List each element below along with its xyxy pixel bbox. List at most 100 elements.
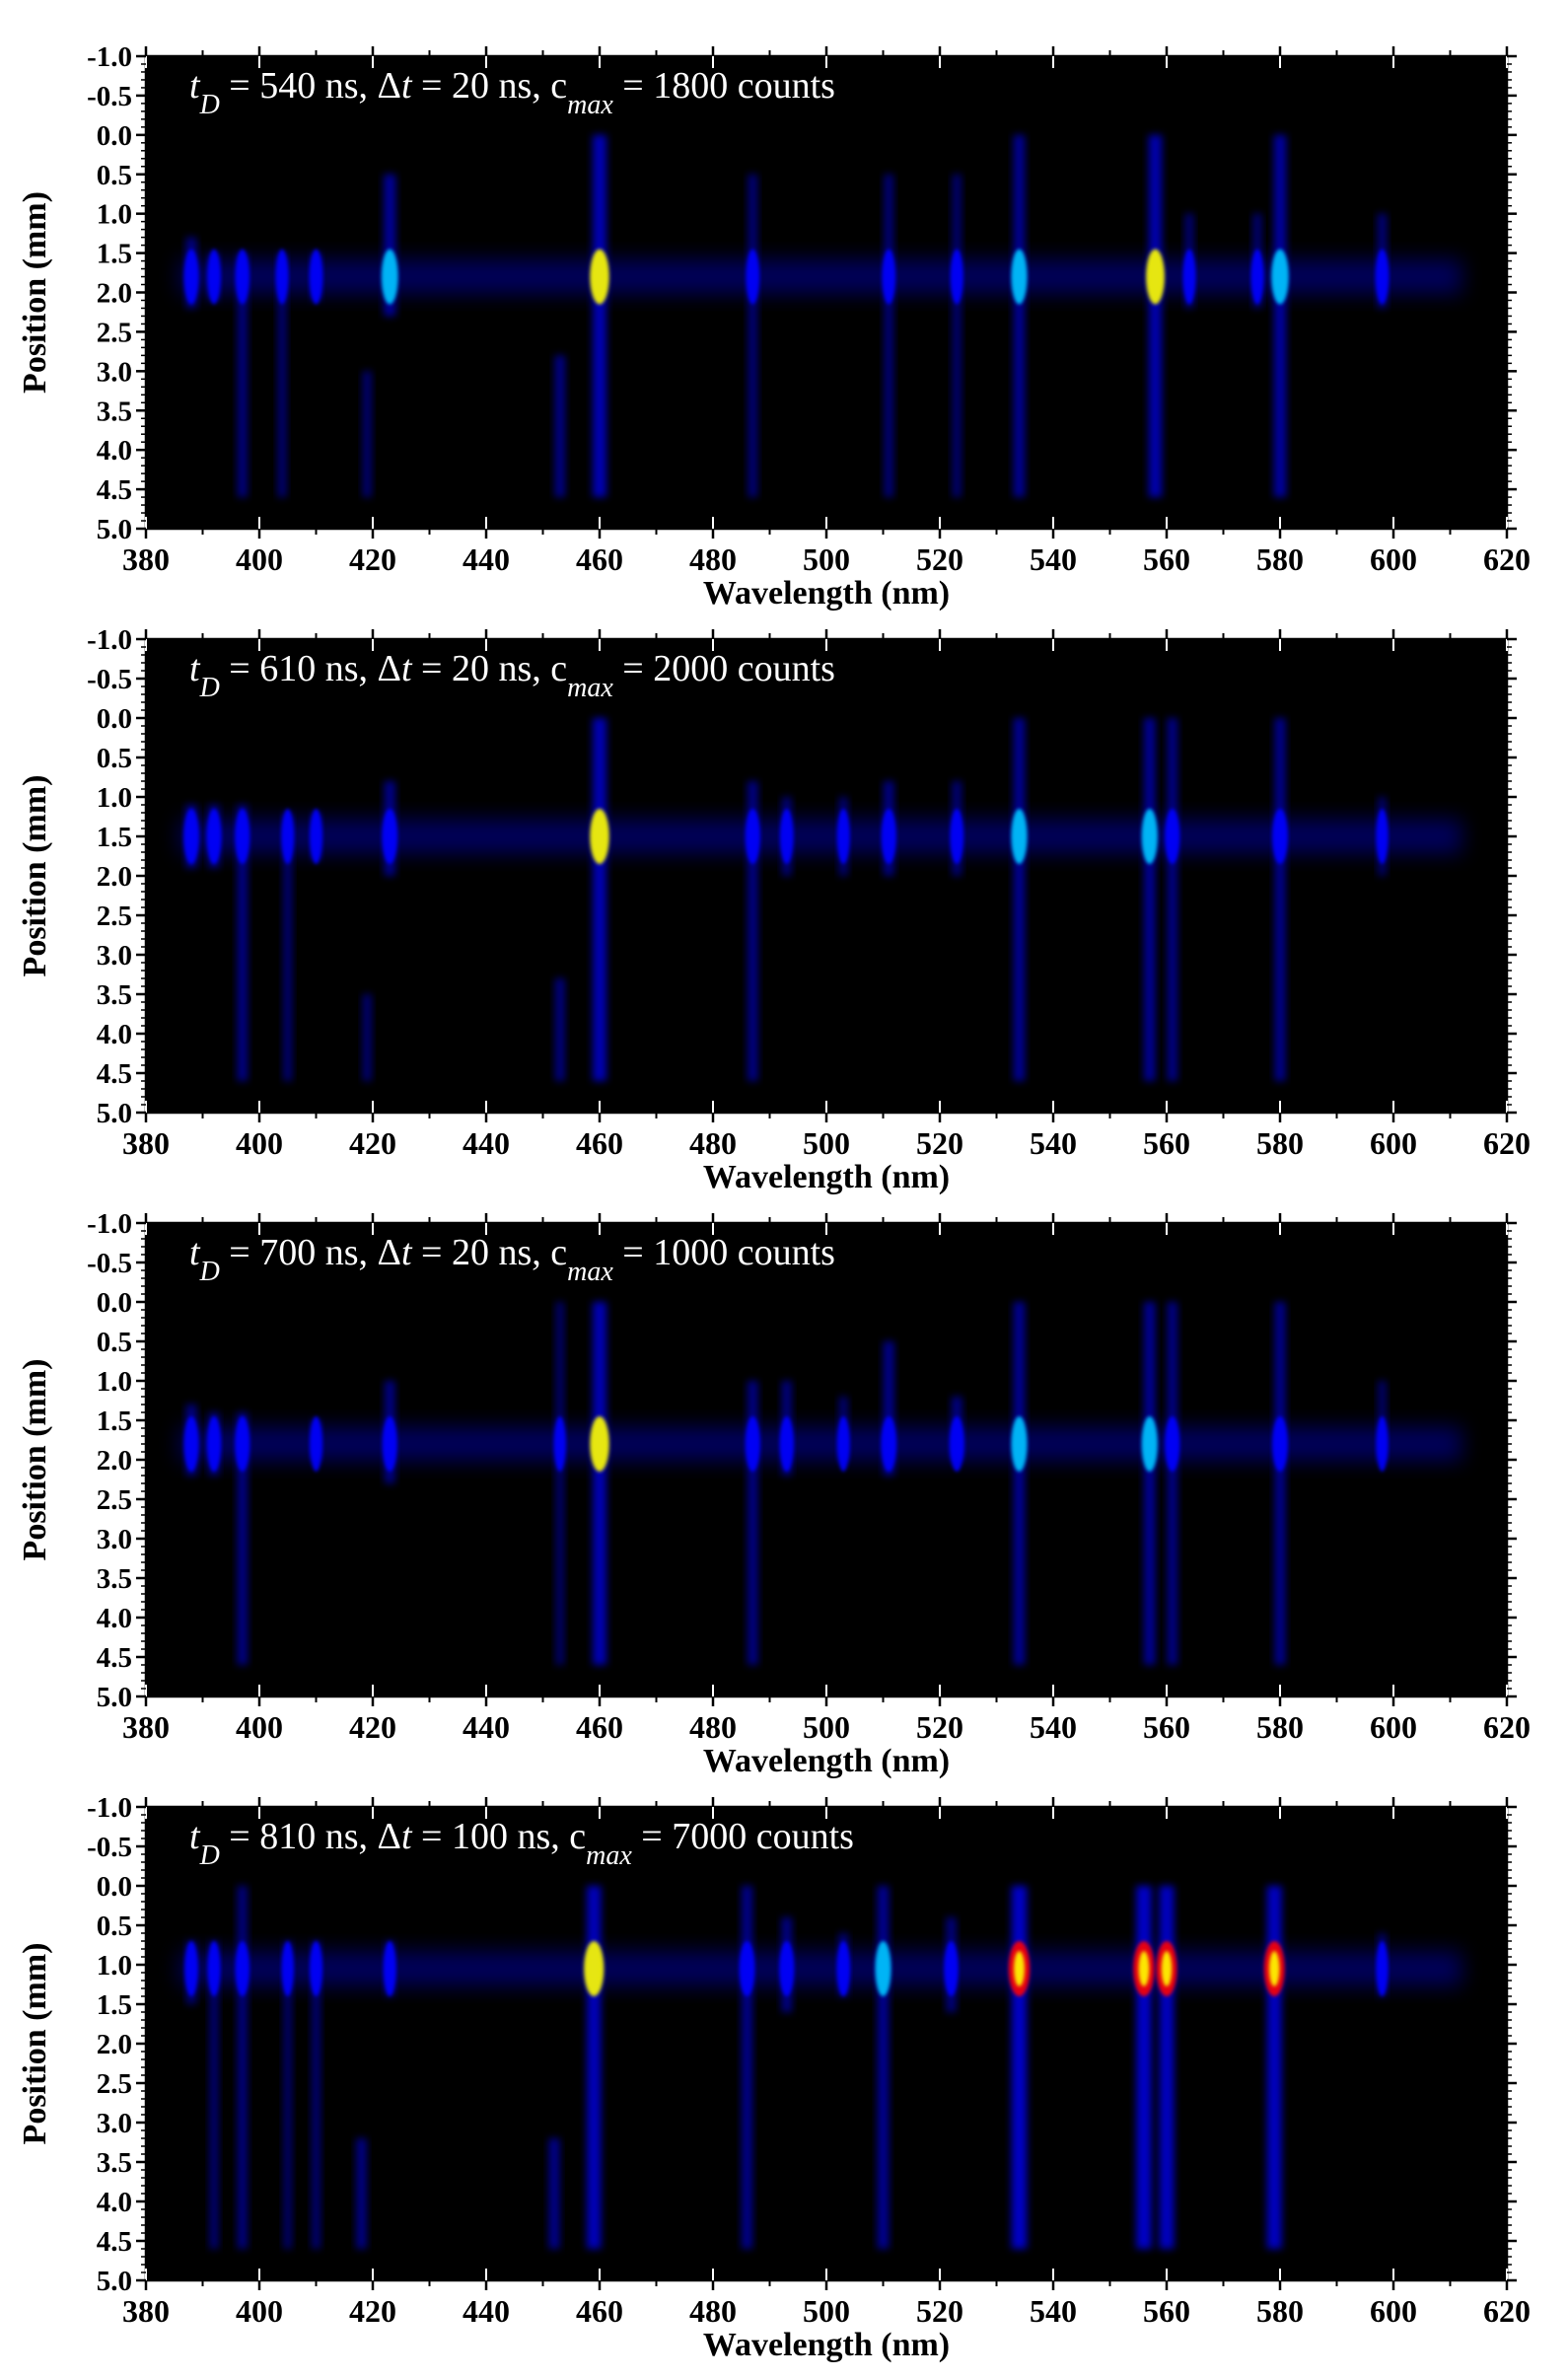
emission-line-523 <box>949 1397 964 1472</box>
x-tick-label: 400 <box>236 1125 283 1161</box>
emission-line-580 <box>1272 718 1288 1081</box>
emission-line-404 <box>275 249 289 498</box>
x-axis-title: Wavelength (nm) <box>703 1159 950 1195</box>
emission-line-580 <box>1271 134 1289 498</box>
emission-line-487 <box>745 781 760 1081</box>
emission-line-392 <box>207 1941 221 2249</box>
emission-line-460 <box>590 134 609 498</box>
y-tick-label: 4.0 <box>97 435 132 467</box>
y-tick-label: 5.0 <box>97 2266 132 2297</box>
y-tick-label: 3.5 <box>97 2147 132 2179</box>
emission-line-486 <box>739 1886 755 2249</box>
y-tick-label: -1.0 <box>87 41 132 73</box>
x-tick-label: 480 <box>689 541 737 577</box>
emission-line-452 <box>548 2138 560 2249</box>
emission-line-598 <box>1375 213 1390 309</box>
emission-line-405 <box>281 809 295 1081</box>
x-tick-label: 460 <box>576 1125 623 1161</box>
y-axis-title: Position (mm) <box>17 1359 53 1561</box>
panel-annotation: tD = 700 ns, Δt = 20 ns, cmax = 1000 cou… <box>189 1232 835 1287</box>
emission-line-523 <box>950 781 963 876</box>
emission-line-388 <box>183 805 199 868</box>
emission-line-534 <box>1011 1302 1028 1665</box>
y-tick-label: 1.0 <box>97 199 132 231</box>
x-tick-label: 460 <box>576 1709 623 1745</box>
x-axis: 380 400 420 440 460 480 500 520 540 560 580 600 620 <box>122 1213 1531 1745</box>
y-tick-label: 3.0 <box>97 2108 132 2139</box>
x-tick-label: 420 <box>349 2293 396 2329</box>
emission-line-511 <box>882 174 895 498</box>
emission-line-388 <box>184 1941 198 2004</box>
emission-line-423 <box>383 1941 396 1996</box>
emission-line-423 <box>381 174 398 317</box>
x-tick-label: 520 <box>916 1125 963 1161</box>
y-tick-label: -0.5 <box>87 1832 132 1863</box>
heatmap-content <box>179 718 1461 1081</box>
emission-line-459 <box>584 1886 605 2249</box>
plot-area <box>146 1807 1507 2280</box>
y-tick-label: -0.5 <box>87 1248 132 1279</box>
emission-line-511 <box>881 781 896 876</box>
y-tick-label: 0.5 <box>97 743 132 774</box>
x-tick-label: 440 <box>463 2293 510 2329</box>
emission-line-397 <box>235 1886 249 2249</box>
emission-line-453 <box>554 978 565 1081</box>
y-tick-label: 1.5 <box>97 1406 132 1437</box>
x-tick-label: 380 <box>122 1709 170 1745</box>
y-tick-label: 2.5 <box>97 1484 132 1516</box>
y-tick-label: 2.0 <box>97 861 132 893</box>
x-tick-label: 520 <box>916 541 963 577</box>
x-tick-label: 620 <box>1483 1125 1531 1161</box>
x-axis-title: Wavelength (nm) <box>703 575 950 612</box>
y-tick-label: 3.0 <box>97 1524 132 1555</box>
x-tick-label: 380 <box>122 1125 170 1161</box>
emission-line-557 <box>1141 1302 1158 1665</box>
emission-line-388 <box>183 237 199 309</box>
y-tick-label: 3.5 <box>97 1563 132 1595</box>
y-tick-label: 1.5 <box>97 822 132 853</box>
x-tick-label: 460 <box>576 2293 623 2329</box>
emission-line-419 <box>362 371 372 498</box>
emission-line-564 <box>1182 213 1196 309</box>
x-axis-title: Wavelength (nm) <box>703 1743 950 1779</box>
emission-line-503 <box>836 797 850 876</box>
emission-line-405 <box>281 1941 294 2249</box>
emission-line-418 <box>356 2138 367 2249</box>
emission-line-522 <box>944 1917 959 2012</box>
x-tick-label: 600 <box>1370 1709 1417 1745</box>
heatmap-content <box>179 1302 1461 1665</box>
x-tick-label: 380 <box>122 541 170 577</box>
y-tick-label: 4.5 <box>97 1058 132 1090</box>
x-tick-label: 600 <box>1370 1125 1417 1161</box>
y-tick-label: 0.0 <box>97 1287 132 1319</box>
emission-line-534 <box>1008 1886 1031 2249</box>
emission-line-487 <box>746 174 759 498</box>
plot-area <box>146 639 1507 1113</box>
emission-line-503 <box>836 1397 850 1472</box>
x-tick-label: 600 <box>1370 2293 1417 2329</box>
emission-line-561 <box>1165 718 1180 1081</box>
emission-line-392 <box>207 249 221 305</box>
emission-line-580 <box>1272 1302 1288 1665</box>
emission-line-561 <box>1165 1302 1180 1665</box>
panel-annotation: tD = 610 ns, Δt = 20 ns, cmax = 2000 cou… <box>189 648 835 703</box>
y-tick-label: 4.0 <box>97 1019 132 1050</box>
y-tick-label: 0.5 <box>97 160 132 191</box>
x-tick-label: 560 <box>1143 1125 1190 1161</box>
y-axis: -1.0 -0.5 0.0 0.5 1.0 1.5 2.0 2.5 3.0 3.5 4.0 4.5 5.… <box>87 1208 1517 1713</box>
x-tick-label: 620 <box>1483 2293 1531 2329</box>
plasma-band <box>179 258 1461 295</box>
emission-line-557 <box>1141 718 1158 1081</box>
emission-line-576 <box>1250 213 1264 309</box>
emission-line-423 <box>382 1381 397 1483</box>
x-tick-label: 500 <box>803 1125 850 1161</box>
emission-line-397 <box>235 805 250 1081</box>
emission-line-523 <box>950 174 963 498</box>
x-tick-label: 540 <box>1030 1709 1077 1745</box>
x-tick-label: 440 <box>463 541 510 577</box>
spectrum-panel-1: 380 400 420 440 460 480 500 520 540 560 580 600 620 W… <box>17 41 1531 612</box>
spectrum-panel-2: 380 400 420 440 460 480 500 520 540 560 580 600 620 W… <box>17 624 1531 1195</box>
x-tick-label: 400 <box>236 2293 283 2329</box>
y-tick-label: 1.0 <box>97 1366 132 1398</box>
